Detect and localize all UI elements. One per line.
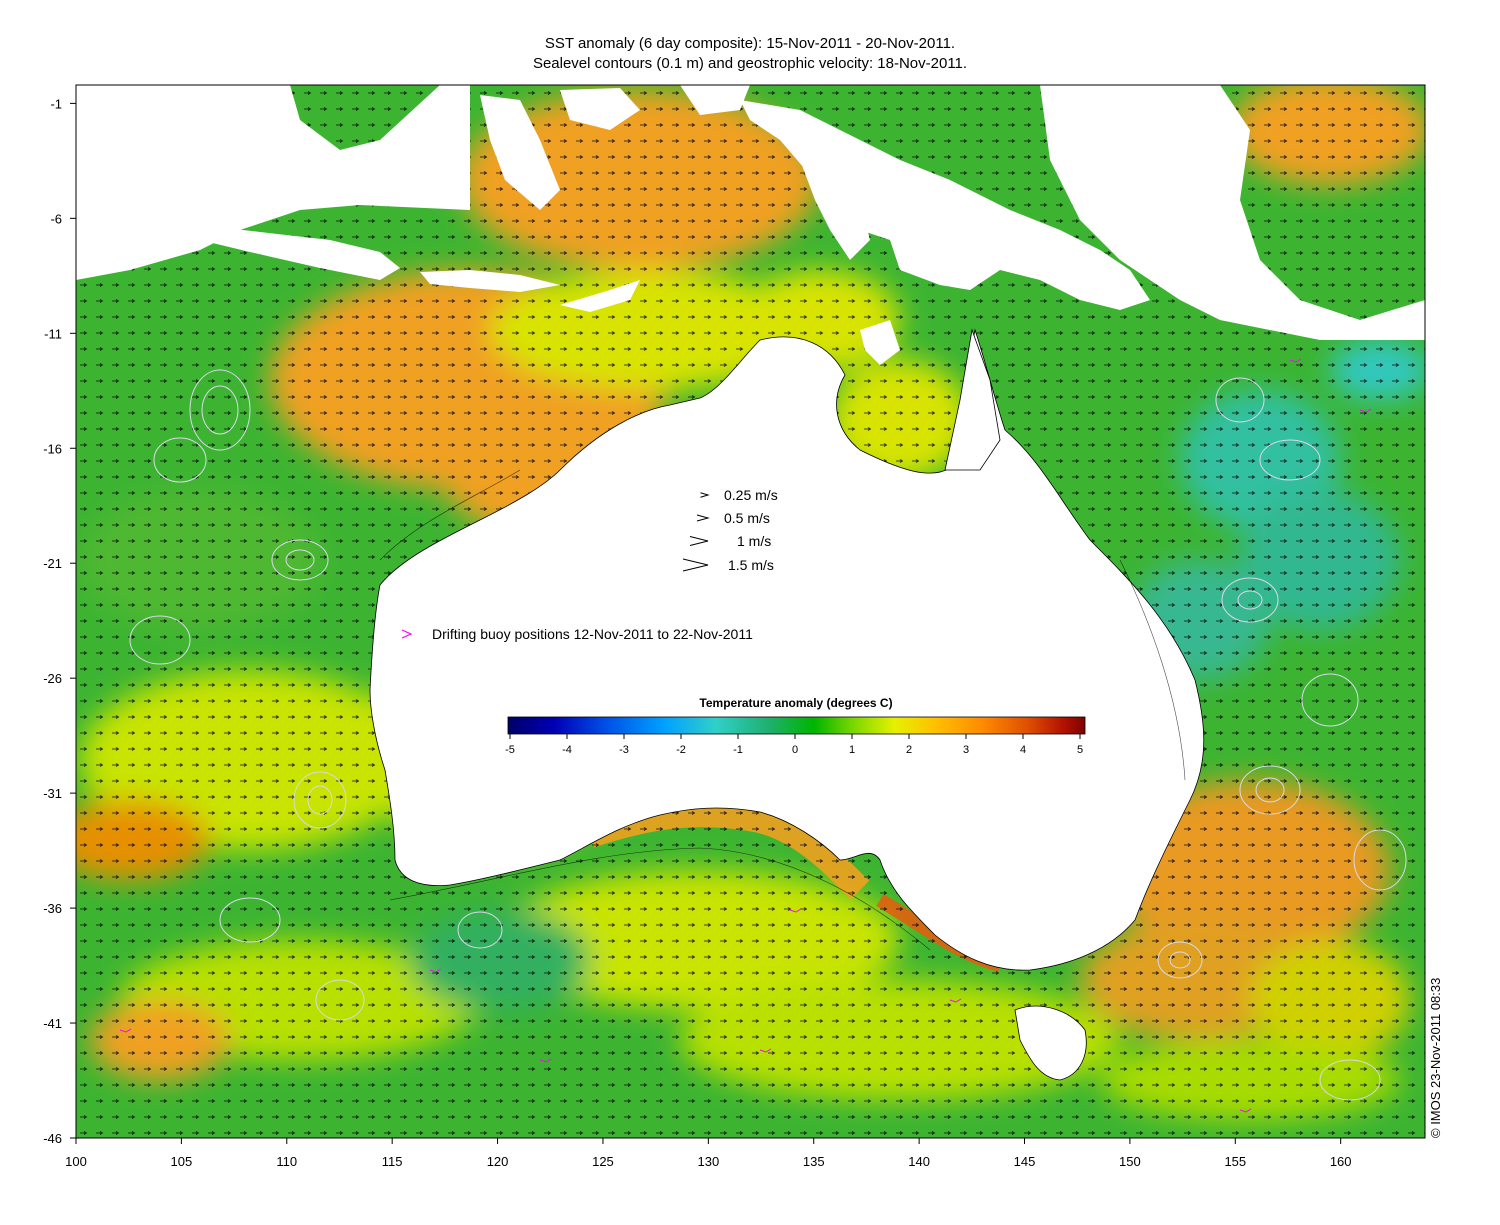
y-tick-label: -31 — [43, 786, 62, 801]
velocity-arrow-icon — [689, 536, 709, 546]
northern-landmasses — [76, 85, 1425, 365]
colorbar-tick-label: 4 — [1020, 744, 1026, 756]
colorbar-tick-label: -4 — [562, 744, 572, 756]
australia-landmass — [369, 328, 1205, 971]
colorbar-gradient — [507, 716, 1086, 735]
y-tick-label: -21 — [43, 556, 62, 571]
velocity-legend: 0.25 m/s 0.5 m/s 1 m/s 1.5 m/s — [682, 487, 778, 573]
x-tick-label: 130 — [697, 1154, 719, 1169]
map-title-line1: SST anomaly (6 day composite): 15-Nov-20… — [544, 35, 956, 52]
colorbar-ticks: -5 -4 -3 -2 -1 0 1 2 3 4 5 — [505, 734, 1083, 756]
x-tick-label: 150 — [1119, 1154, 1141, 1169]
colorbar-tick-label: 0 — [792, 744, 798, 756]
x-tick-label: 135 — [803, 1154, 825, 1169]
colorbar: Temperature anomaly (degrees C) -5 -4 -3 -2… — [505, 696, 1086, 756]
x-tick-label: 100 — [65, 1154, 87, 1169]
velocity-legend-label: 0.25 m/s — [724, 487, 778, 503]
x-tick-label: 160 — [1330, 1154, 1352, 1169]
x-tick-label: 145 — [1014, 1154, 1036, 1169]
x-tick-label: 140 — [908, 1154, 930, 1169]
velocity-arrow-icon — [682, 558, 709, 572]
tasmania — [1014, 1005, 1087, 1081]
colorbar-title: Temperature anomaly (degrees C) — [699, 696, 892, 710]
buoy-marker-icon — [401, 629, 413, 639]
x-tick-label: 125 — [592, 1154, 614, 1169]
colorbar-tick-label: -5 — [505, 744, 515, 756]
x-tick-label: 110 — [276, 1154, 297, 1169]
x-tick-label: 105 — [171, 1154, 193, 1169]
colorbar-tick-label: -2 — [676, 744, 686, 756]
velocity-legend-label: 0.5 m/s — [724, 510, 770, 526]
y-tick-label: -36 — [43, 901, 62, 916]
buoy-legend-label: Drifting buoy positions 12-Nov-2011 to 2… — [432, 626, 753, 642]
map-title-line2: Sealevel contours (0.1 m) and geostrophi… — [532, 55, 968, 72]
colorbar-tick-label: -1 — [733, 744, 743, 756]
velocity-legend-label: 1.5 m/s — [728, 557, 774, 573]
y-tick-label: -1 — [50, 96, 62, 111]
velocity-arrow-icon — [696, 514, 710, 522]
velocity-arrow-icon — [700, 492, 710, 498]
sealevel-contours — [129, 369, 1407, 1101]
buoy-legend: Drifting buoy positions 12-Nov-2011 to 2… — [401, 626, 753, 642]
copyright-credit: © IMOS 23-Nov-2011 08:33 — [1428, 978, 1443, 1138]
x-tick-label: 120 — [487, 1154, 509, 1169]
shelf-contour — [379, 469, 1186, 951]
cape-york — [944, 328, 1001, 471]
plot-frame — [75, 84, 1426, 1139]
y-tick-label: -16 — [43, 441, 62, 456]
y-tick-label: -6 — [50, 211, 62, 226]
colorbar-tick-label: 2 — [906, 744, 912, 756]
drifting-buoy-tracks — [119, 358, 1372, 1113]
map-plot-area — [76, 85, 1425, 1138]
y-tick-label: -11 — [44, 326, 62, 341]
y-axis: -1 -6 -11 -16 -21 -26 -31 -36 -41 -46 — [43, 96, 76, 1146]
x-tick-label: 115 — [382, 1154, 403, 1169]
velocity-legend-label: 1 m/s — [737, 533, 771, 549]
x-tick-label: 155 — [1224, 1154, 1246, 1169]
y-tick-label: -26 — [43, 671, 62, 686]
y-tick-label: -41 — [43, 1016, 62, 1031]
y-tick-label: -46 — [43, 1131, 62, 1146]
colorbar-tick-label: 5 — [1077, 744, 1083, 756]
colorbar-tick-label: -3 — [619, 744, 629, 756]
x-axis: 100 105 110 115 120 125 130 135 140 145 150 155 160 — [65, 1138, 1352, 1169]
colorbar-tick-label: 3 — [963, 744, 969, 756]
colorbar-tick-label: 1 — [849, 744, 855, 756]
